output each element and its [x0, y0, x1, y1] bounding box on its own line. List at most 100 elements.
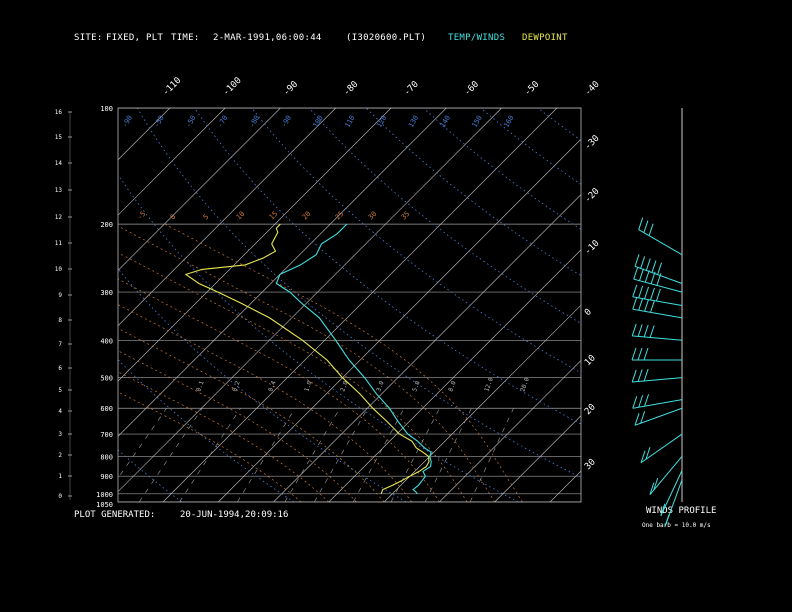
- isotherm-line: [118, 108, 226, 216]
- moist-adiabat: [118, 252, 468, 502]
- wind-barb-shaft: [632, 377, 683, 383]
- mixing-ratio-label: 8.0: [447, 380, 457, 393]
- height-tick-label: 6: [58, 365, 62, 372]
- wind-barb-shaft: [634, 407, 683, 426]
- right-temp-label: 10: [583, 353, 598, 368]
- pressure-tick-label: 100: [100, 105, 113, 113]
- mixing-ratio-line: [352, 408, 405, 502]
- legend-temp-winds: TEMP/WINDS: [448, 33, 506, 43]
- mixing-ratio-label: 2.0: [339, 380, 349, 393]
- wind-barb-flag: [638, 217, 644, 230]
- pressure-tick-label: 700: [100, 431, 113, 439]
- wind-barb-flag: [643, 324, 649, 338]
- mixing-ratio-label: 0.4: [267, 380, 277, 393]
- dry-adiabat: [595, 108, 792, 502]
- plot-generated-label: PLOT GENERATED:: [74, 510, 156, 520]
- top-temp-label: -40: [583, 80, 602, 99]
- mixing-ratio-line: [390, 408, 440, 502]
- dry-adiabat: [118, 449, 183, 502]
- theta-label: -70: [216, 114, 229, 129]
- wind-barb-flag: [637, 369, 643, 382]
- mixing-ratio-label: 0.2: [231, 380, 241, 393]
- theta-label: 110: [343, 114, 356, 129]
- wind-barb-shaft: [640, 433, 683, 464]
- temperature-profile-line: [275, 223, 432, 495]
- wind-barb-shaft: [638, 229, 683, 256]
- wind-barb-shaft: [632, 308, 683, 319]
- theta-label: -80: [248, 114, 261, 129]
- site-value: FIXED, PLT: [106, 33, 164, 43]
- mixing-ratio-label: 3.0: [375, 380, 385, 393]
- wind-barb-flag: [632, 297, 638, 310]
- wind-barb-flag: [631, 369, 637, 383]
- wind-barb-flag: [634, 254, 640, 267]
- time-value: 2-MAR-1991,06:00:44: [213, 33, 322, 43]
- mixing-ratio-label: 0.1: [195, 380, 205, 393]
- height-tick-label: 14: [55, 160, 63, 167]
- wind-barb-flag: [648, 223, 654, 236]
- height-tick-label: 9: [58, 292, 62, 299]
- isotherm-line: [118, 108, 281, 271]
- right-temp-label: 0: [583, 307, 594, 318]
- wind-barb-flag: [651, 260, 657, 273]
- site-label: SITE:: [74, 33, 103, 43]
- right-temp-label: -10: [583, 239, 602, 258]
- wind-barb-flag: [650, 271, 656, 284]
- wind-barb-flag: [660, 503, 666, 516]
- dry-adiabat: [136, 108, 581, 479]
- pressure-tick-label: 400: [100, 337, 113, 345]
- wind-barb-flag: [644, 394, 650, 407]
- wind-barb-flag: [643, 368, 649, 382]
- top-temp-label: -60: [463, 80, 482, 99]
- theta-w-label: 20: [301, 210, 313, 222]
- top-temp-label: -110: [161, 76, 183, 98]
- wind-barb-shaft: [632, 335, 683, 341]
- wind-barb-shaft: [633, 278, 683, 293]
- wind-barb-flag: [631, 347, 637, 361]
- mixing-ratio-line: [138, 408, 203, 502]
- moist-adiabat: [118, 350, 357, 502]
- theta-label: 160: [502, 114, 515, 129]
- right-temp-label: -20: [583, 187, 602, 206]
- right-temp-label: 30: [583, 457, 598, 472]
- mixing-ratio-line: [469, 408, 514, 502]
- pressure-tick-label: 600: [100, 405, 113, 413]
- time-label: TIME:: [171, 33, 200, 43]
- height-tick-label: 8: [58, 317, 62, 324]
- wind-barb-flag: [650, 287, 655, 301]
- top-temp-label: -50: [523, 80, 542, 99]
- pressure-tick-label: 300: [100, 289, 113, 297]
- height-tick-label: 12: [55, 214, 63, 221]
- wind-barb-flag: [644, 270, 650, 283]
- moist-adiabat: [118, 225, 495, 502]
- isotherm-line: [0, 108, 115, 502]
- wind-barb-flag: [634, 413, 640, 426]
- wind-barb-flag: [653, 477, 659, 491]
- height-tick-label: 11: [55, 240, 63, 247]
- plot-frame: [117, 107, 582, 503]
- wind-barb-flag: [644, 286, 650, 300]
- dry-adiabat: [537, 108, 581, 141]
- wind-barb-flag: [640, 411, 646, 424]
- moist-adiabat: [118, 304, 413, 502]
- theta-label: -50: [184, 114, 197, 129]
- wind-barb-flag: [657, 262, 663, 275]
- legend-dewpoint: DEWPOINT: [522, 33, 568, 43]
- isotherm-line: [0, 108, 4, 502]
- top-temp-label: -70: [402, 80, 421, 99]
- theta-label: 150: [471, 114, 484, 129]
- mixing-ratio-label: 5.0: [411, 380, 421, 393]
- height-tick-label: 3: [58, 431, 62, 438]
- height-tick-label: 16: [55, 109, 63, 116]
- theta-label: -90: [121, 114, 134, 129]
- winds-profile-title: WINDS PROFILE: [646, 506, 717, 516]
- mixing-ratio-line: [314, 408, 368, 502]
- isotherm-line: [328, 249, 581, 502]
- top-temp-label: -80: [342, 80, 361, 99]
- height-tick-label: 13: [55, 187, 63, 194]
- wind-barb-flag: [649, 482, 655, 495]
- file-name: (I3020600.PLT): [346, 33, 427, 43]
- wind-barb-flag: [645, 258, 651, 271]
- wind-barb-flag: [633, 266, 639, 280]
- wind-barb-flag: [643, 347, 649, 361]
